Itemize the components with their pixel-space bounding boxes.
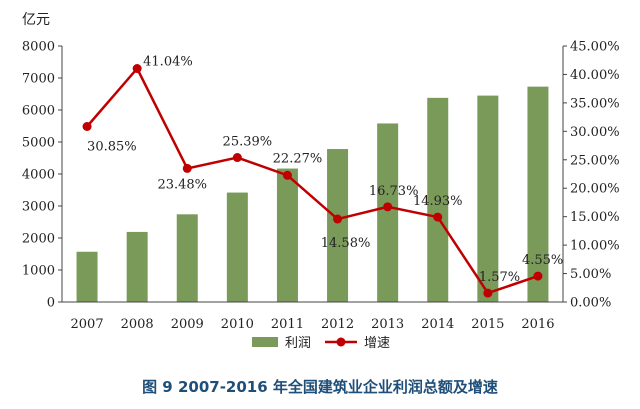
x-tick-label: 2012 [321, 317, 354, 332]
growth-label-2007: 30.85% [87, 139, 137, 154]
right-tick-label: 0.00% [570, 296, 611, 311]
growth-label-2016: 4.55% [522, 253, 563, 268]
right-tick-label: 25.00% [570, 153, 620, 168]
growth-label-2012: 14.58% [321, 236, 371, 251]
x-tick-label: 2013 [371, 317, 404, 332]
growth-label-2014: 14.93% [413, 194, 463, 209]
right-tick-label: 45.00% [570, 40, 620, 55]
growth-point-2011 [282, 170, 292, 180]
bar-2013 [377, 123, 399, 302]
x-tick-label: 2011 [271, 317, 304, 332]
left-tick-label: 1000 [22, 264, 55, 279]
x-tick-label: 2008 [121, 317, 154, 332]
growth-label-2015: 1.57% [479, 270, 520, 285]
legend-label-profit: 利润 [285, 336, 311, 351]
right-tick-label: 10.00% [570, 239, 620, 254]
left-tick-label: 7000 [22, 72, 55, 87]
left-tick-label: 0 [47, 296, 55, 311]
right-tick-label: 5.00% [570, 267, 611, 282]
x-tick-label: 2009 [171, 317, 204, 332]
bar-2011 [276, 168, 298, 302]
growth-label-2010: 25.39% [223, 135, 273, 150]
growth-point-2016 [533, 271, 543, 281]
growth-point-2009 [182, 163, 192, 173]
left-tick-label: 2000 [22, 232, 55, 247]
left-tick-label: 8000 [22, 40, 55, 55]
growth-point-2013 [383, 202, 393, 212]
bar-2010 [226, 192, 248, 302]
growth-point-2012 [333, 214, 343, 224]
bar-2014 [427, 97, 449, 302]
legend-swatch-profit [252, 337, 278, 347]
growth-label-2013: 16.73% [369, 184, 419, 199]
right-tick-label: 40.00% [570, 68, 620, 83]
x-tick-label: 2015 [471, 317, 504, 332]
legend-marker-growth [336, 337, 346, 347]
growth-label-2009: 23.48% [157, 177, 207, 192]
left-tick-label: 4000 [22, 168, 55, 183]
x-tick-label: 2014 [421, 317, 454, 332]
bar-2009 [176, 214, 198, 302]
x-tick-label: 2007 [71, 317, 104, 332]
right-tick-label: 35.00% [570, 96, 620, 111]
growth-label-2008: 41.04% [143, 55, 193, 70]
x-tick-label: 2010 [221, 317, 254, 332]
x-tick-label: 2016 [521, 317, 554, 332]
bar-2012 [327, 149, 349, 302]
left-tick-label: 6000 [22, 104, 55, 119]
right-tick-label: 30.00% [570, 125, 620, 140]
chart-caption: 图 9 2007-2016 年全国建筑业企业利润总额及增速 [142, 378, 498, 396]
growth-label-2011: 22.27% [273, 151, 323, 166]
growth-point-2010 [232, 153, 242, 163]
bar-2016 [527, 86, 549, 302]
right-tick-label: 20.00% [570, 182, 620, 197]
bar-2015 [477, 95, 499, 302]
left-axis-unit: 亿元 [22, 12, 50, 28]
bar-2007 [76, 251, 98, 302]
legend-label-growth: 增速 [364, 336, 390, 351]
growth-point-2008 [132, 64, 142, 74]
left-tick-label: 3000 [22, 200, 55, 215]
legend: 利润 增速 [252, 336, 390, 351]
growth-line [86, 66, 539, 295]
growth-point-2014 [433, 212, 443, 222]
right-tick-label: 15.00% [570, 210, 620, 225]
growth-point-2007 [82, 121, 92, 131]
growth-point-2015 [483, 288, 493, 298]
bar-2008 [126, 231, 148, 302]
left-tick-label: 5000 [22, 136, 55, 151]
